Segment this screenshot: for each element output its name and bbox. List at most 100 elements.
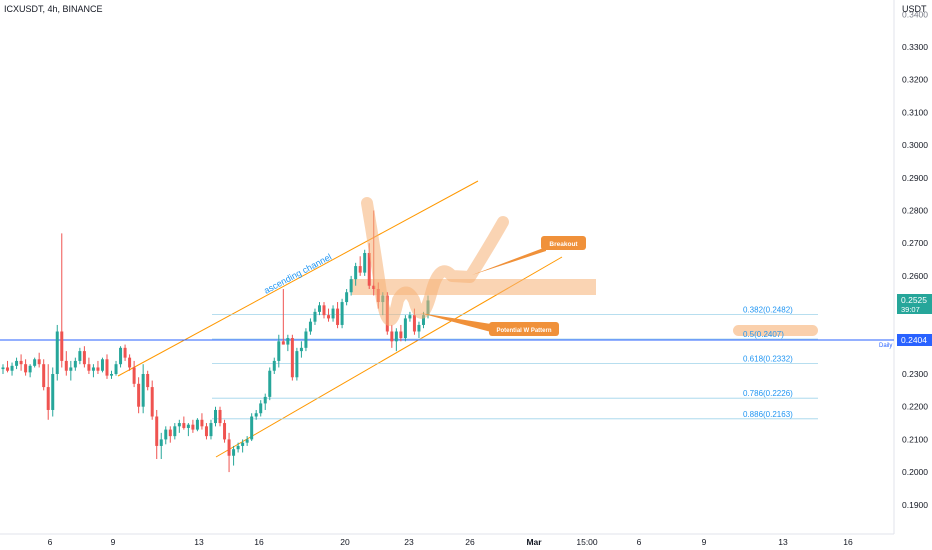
candle-body [10, 365, 14, 371]
candle-body [327, 315, 331, 319]
candle-body [159, 439, 163, 446]
candle-body [408, 315, 412, 319]
price-tick-label: 0.3400 [902, 9, 928, 19]
candle-body [191, 424, 195, 430]
candle-body [60, 331, 64, 361]
candle-body [399, 331, 403, 339]
candle-body [354, 266, 358, 280]
candle-body [345, 292, 349, 303]
fib-highlight-pill[interactable] [733, 325, 818, 336]
candle-body [119, 347, 123, 365]
candle-body [132, 367, 136, 384]
candle-body [182, 423, 186, 428]
price-tick-label: 0.3100 [902, 107, 928, 117]
candle-body [390, 331, 394, 342]
candle-body [421, 315, 425, 325]
pattern-callout-text: Potential W Pattern [496, 328, 551, 334]
time-tick-label: 13 [778, 537, 788, 547]
candle-body [6, 367, 10, 371]
projection-path[interactable] [361, 197, 509, 326]
fib-level-label: 0.886(0.2163) [743, 410, 793, 419]
candle-body [299, 347, 303, 352]
time-tick-label: 15:00 [576, 537, 598, 547]
channel-upper-line[interactable] [117, 180, 479, 377]
pattern-callout[interactable] [489, 322, 559, 336]
candle-body [82, 351, 86, 365]
candle-body [372, 285, 376, 289]
candle-body [304, 331, 308, 348]
candle-body [128, 357, 132, 368]
candle-body [259, 403, 263, 414]
candle-body [100, 359, 104, 371]
price-tick-label: 0.2200 [902, 402, 928, 412]
price-tick-label: 0.2600 [902, 271, 928, 281]
price-tick-label: 0.2300 [902, 369, 928, 379]
candle-body [91, 367, 95, 371]
candle-body [245, 439, 249, 443]
price-unit-label: USDT [902, 4, 927, 14]
last-price-value: 0.2525 [901, 295, 927, 305]
candle-body [164, 429, 168, 440]
candle-body [69, 367, 73, 371]
time-tick-label: 9 [702, 537, 707, 547]
pattern-pointer [420, 313, 491, 332]
candle-body [24, 364, 28, 373]
time-tick-label: 9 [111, 537, 116, 547]
daily-level-label: Daily [879, 343, 892, 349]
candle-body [33, 359, 37, 366]
candle-body [277, 341, 281, 361]
candle-body [286, 338, 290, 345]
price-tick-label: 0.1900 [902, 500, 928, 510]
time-tick-label: 26 [465, 537, 475, 547]
fib-level-label: 0.5(0.2407) [743, 330, 784, 339]
candle-body [209, 423, 213, 437]
last-price-tag [897, 294, 932, 314]
candle-body [46, 387, 50, 410]
price-tick-label: 0.3000 [902, 140, 928, 150]
price-tick-label: 0.2800 [902, 206, 928, 216]
candle-body [55, 331, 59, 374]
candle-body [358, 266, 362, 273]
candle-body [331, 308, 335, 319]
candle-body [281, 341, 285, 345]
price-tick-label: 0.2700 [902, 238, 928, 248]
candle-body [37, 359, 41, 365]
candle-body [394, 331, 398, 342]
price-tick-label: 0.2100 [902, 434, 928, 444]
candle-body [263, 396, 267, 404]
price-tick-label: 0.2900 [902, 173, 928, 183]
candle-body [204, 426, 208, 437]
candle-body [227, 439, 231, 456]
candle-body [141, 374, 145, 407]
breakout-callout[interactable] [541, 236, 586, 250]
time-tick-label: Mar [526, 537, 542, 547]
time-tick-label: 16 [254, 537, 264, 547]
candle-body [232, 449, 236, 456]
candle-body [412, 315, 416, 332]
daily-level-tag [897, 333, 932, 346]
candle-body [367, 253, 371, 286]
candle-body [64, 360, 68, 371]
candle-body [168, 429, 172, 437]
candle-body [73, 360, 77, 368]
candle-body [403, 318, 407, 339]
time-tick-label: 13 [194, 537, 204, 547]
candle-body [42, 364, 46, 388]
candle-body [173, 426, 177, 437]
candle-body [137, 383, 141, 407]
channel-label: ascending channel [262, 252, 333, 296]
candle-body [15, 360, 19, 366]
candle-body [155, 416, 159, 446]
candle-body [96, 367, 100, 371]
candle-body [241, 442, 245, 446]
time-tick-label: 23 [404, 537, 414, 547]
candle-body [340, 302, 344, 325]
candle-body [177, 423, 181, 427]
candle-body [214, 409, 217, 424]
price-tick-label: 0.2000 [902, 467, 928, 477]
candle-body [295, 351, 299, 378]
candle-body [195, 419, 199, 430]
time-tick-label: 20 [340, 537, 350, 547]
daily-level-value: 0.2404 [901, 335, 927, 345]
